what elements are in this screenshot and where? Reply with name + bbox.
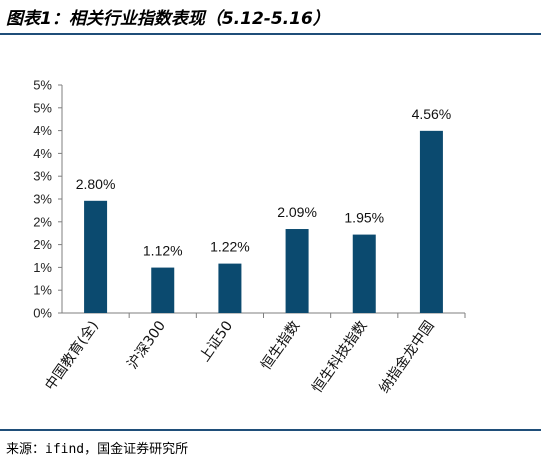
category-label: 中国教育(全) <box>42 318 102 394</box>
bar <box>84 200 108 313</box>
source-note: 来源：ifind，国金证券研究所 <box>6 442 189 457</box>
footer-rule <box>0 429 541 431</box>
category-label: 恒生指数 <box>258 318 303 373</box>
bar <box>419 130 443 313</box>
bar <box>285 229 309 313</box>
data-label: 4.56% <box>412 106 452 122</box>
y-tick-label: 4% <box>33 146 52 161</box>
category-labels: 中国教育(全) 沪深300 上证50 恒生指数 恒生科技指数 纳指金龙中国 <box>42 313 466 396</box>
bar <box>151 267 175 313</box>
y-tick-label: 1% <box>33 260 52 275</box>
bar-chart: 0%1%1%2%2%3%3%4%4%5%5% 2.80%1.12% 1.22%2.… <box>33 78 466 396</box>
y-tick-label: 2% <box>33 237 52 252</box>
category-label: 恒生科技指数 <box>309 318 370 396</box>
y-tick-label: 5% <box>33 100 52 115</box>
title-rule <box>0 33 541 35</box>
y-tick-label: 2% <box>33 214 52 229</box>
y-tick-label: 3% <box>33 169 52 184</box>
category-label: 纳指金龙中国 <box>376 318 437 396</box>
y-tick-label: 4% <box>33 123 52 138</box>
y-tick-label: 3% <box>33 192 52 207</box>
category-label: 上证50 <box>197 318 236 365</box>
data-label: 1.12% <box>143 243 183 259</box>
y-tick-label: 0% <box>33 306 52 321</box>
data-label: 2.80% <box>76 176 116 192</box>
data-label: 1.95% <box>344 210 384 226</box>
data-label: 1.22% <box>210 239 250 255</box>
chart-title: 图表1：相关行业指数表现（5.12-5.16） <box>6 9 330 29</box>
bars <box>84 130 443 313</box>
y-tick-label: 1% <box>33 283 52 298</box>
y-tick-label: 5% <box>33 78 52 93</box>
bar <box>352 234 376 313</box>
category-label: 沪深300 <box>125 318 170 372</box>
data-labels: 2.80% 1.12% 1.22% 2.09% 1.95% 4.56% <box>76 106 452 259</box>
data-label: 2.09% <box>277 204 317 220</box>
bar <box>218 263 242 313</box>
